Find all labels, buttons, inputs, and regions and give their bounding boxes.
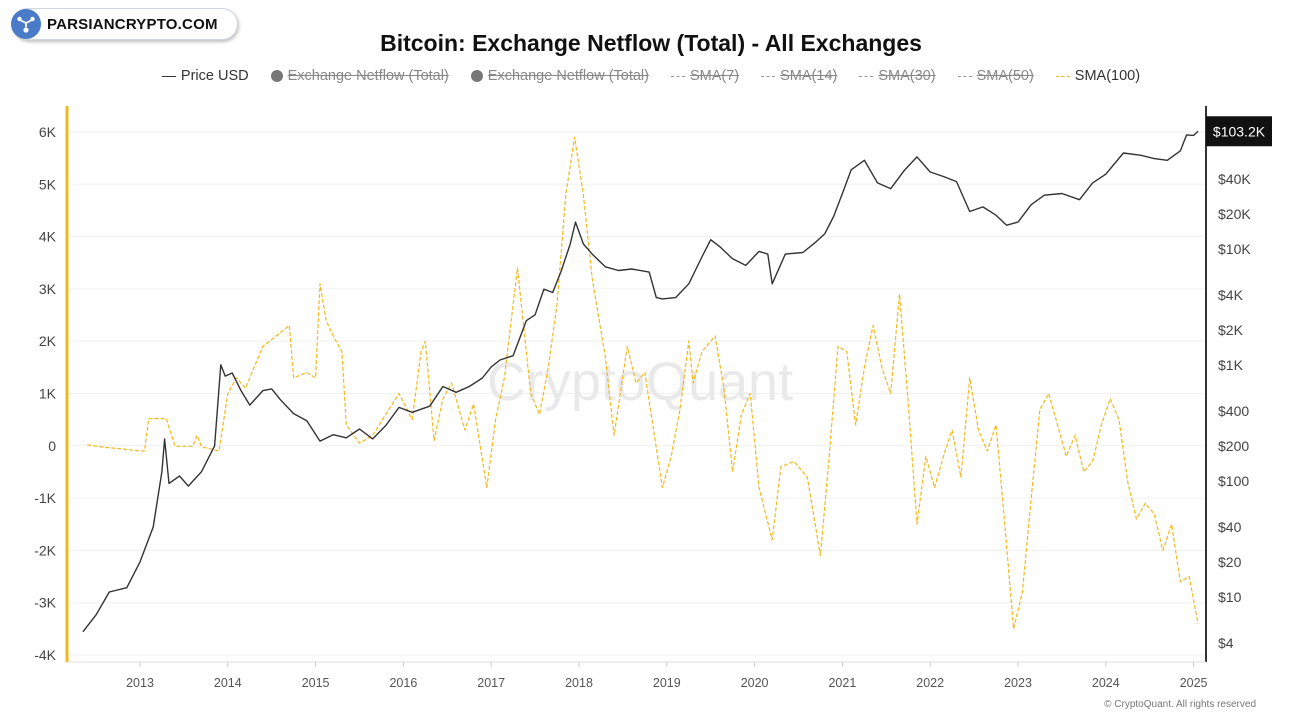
- y-left-tick-label: 5K: [39, 176, 57, 192]
- x-tick-label: 2020: [741, 676, 769, 690]
- y-axis-left: 6K 5K 4K 3K 2K 1K 0 -1K -2K -3K -4K: [34, 124, 56, 663]
- y-right-tick-label: $200: [1218, 438, 1249, 454]
- y-left-tick-label: -1K: [34, 490, 56, 506]
- x-tick-label: 2023: [1004, 676, 1032, 690]
- x-tick-label: 2022: [916, 676, 944, 690]
- x-tick-label: 2016: [389, 676, 417, 690]
- y-left-tick-label: 3K: [39, 281, 57, 297]
- y-left-tick-label: 4K: [39, 229, 57, 245]
- y-left-tick-label: -2K: [34, 542, 56, 558]
- x-tick-label: 2015: [302, 676, 330, 690]
- y-right-tick-label: $100: [1218, 473, 1249, 489]
- copyright-note: © CryptoQuant. All rights reserved: [1104, 699, 1256, 710]
- y-left-tick-label: -3K: [34, 595, 56, 611]
- y-right-tick-label: $40: [1218, 519, 1242, 535]
- y-left-tick-label: 2K: [39, 333, 57, 349]
- current-price-flag: $103.2K: [1206, 116, 1272, 146]
- y-right-tick-label: $20K: [1218, 206, 1251, 222]
- x-tick-label: 2013: [126, 676, 154, 690]
- y-axis-right: $40K $20K $10K $4K $2K $1K $400 $200 $100 $40 $20 $…: [1218, 171, 1251, 651]
- x-tick-label: 2017: [477, 676, 505, 690]
- y-left-tick-label: 0: [48, 438, 56, 454]
- chart-canvas: CryptoQuant 6K 5K 4K 3K 2K 1K 0 -1K -2K -3K -4K $4…: [0, 0, 1302, 727]
- y-right-tick-label: $400: [1218, 403, 1249, 419]
- x-axis: 2013 2014 2015 2016 2017 2018 2019 2020 2021 2022…: [126, 662, 1207, 690]
- y-left-tick-label: 1K: [39, 386, 57, 402]
- y-right-tick-label: $4: [1218, 635, 1234, 651]
- y-right-tick-label: $40K: [1218, 171, 1251, 187]
- x-tick-label: 2024: [1092, 676, 1120, 690]
- x-tick-label: 2018: [565, 676, 593, 690]
- x-tick-label: 2021: [828, 676, 856, 690]
- y-right-tick-label: $20: [1218, 554, 1242, 570]
- x-tick-label: 2014: [214, 676, 242, 690]
- y-left-tick-label: 6K: [39, 124, 57, 140]
- y-right-tick-label: $4K: [1218, 287, 1244, 303]
- y-right-tick-label: $2K: [1218, 322, 1244, 338]
- current-price-label: $103.2K: [1213, 123, 1266, 139]
- y-left-tick-label: -4K: [34, 647, 56, 663]
- watermark: CryptoQuant: [487, 352, 793, 412]
- x-tick-label: 2019: [653, 676, 681, 690]
- y-right-tick-label: $10: [1218, 589, 1242, 605]
- x-tick-label: 2025: [1180, 676, 1208, 690]
- y-right-tick-label: $1K: [1218, 357, 1244, 373]
- y-right-tick-label: $10K: [1218, 241, 1251, 257]
